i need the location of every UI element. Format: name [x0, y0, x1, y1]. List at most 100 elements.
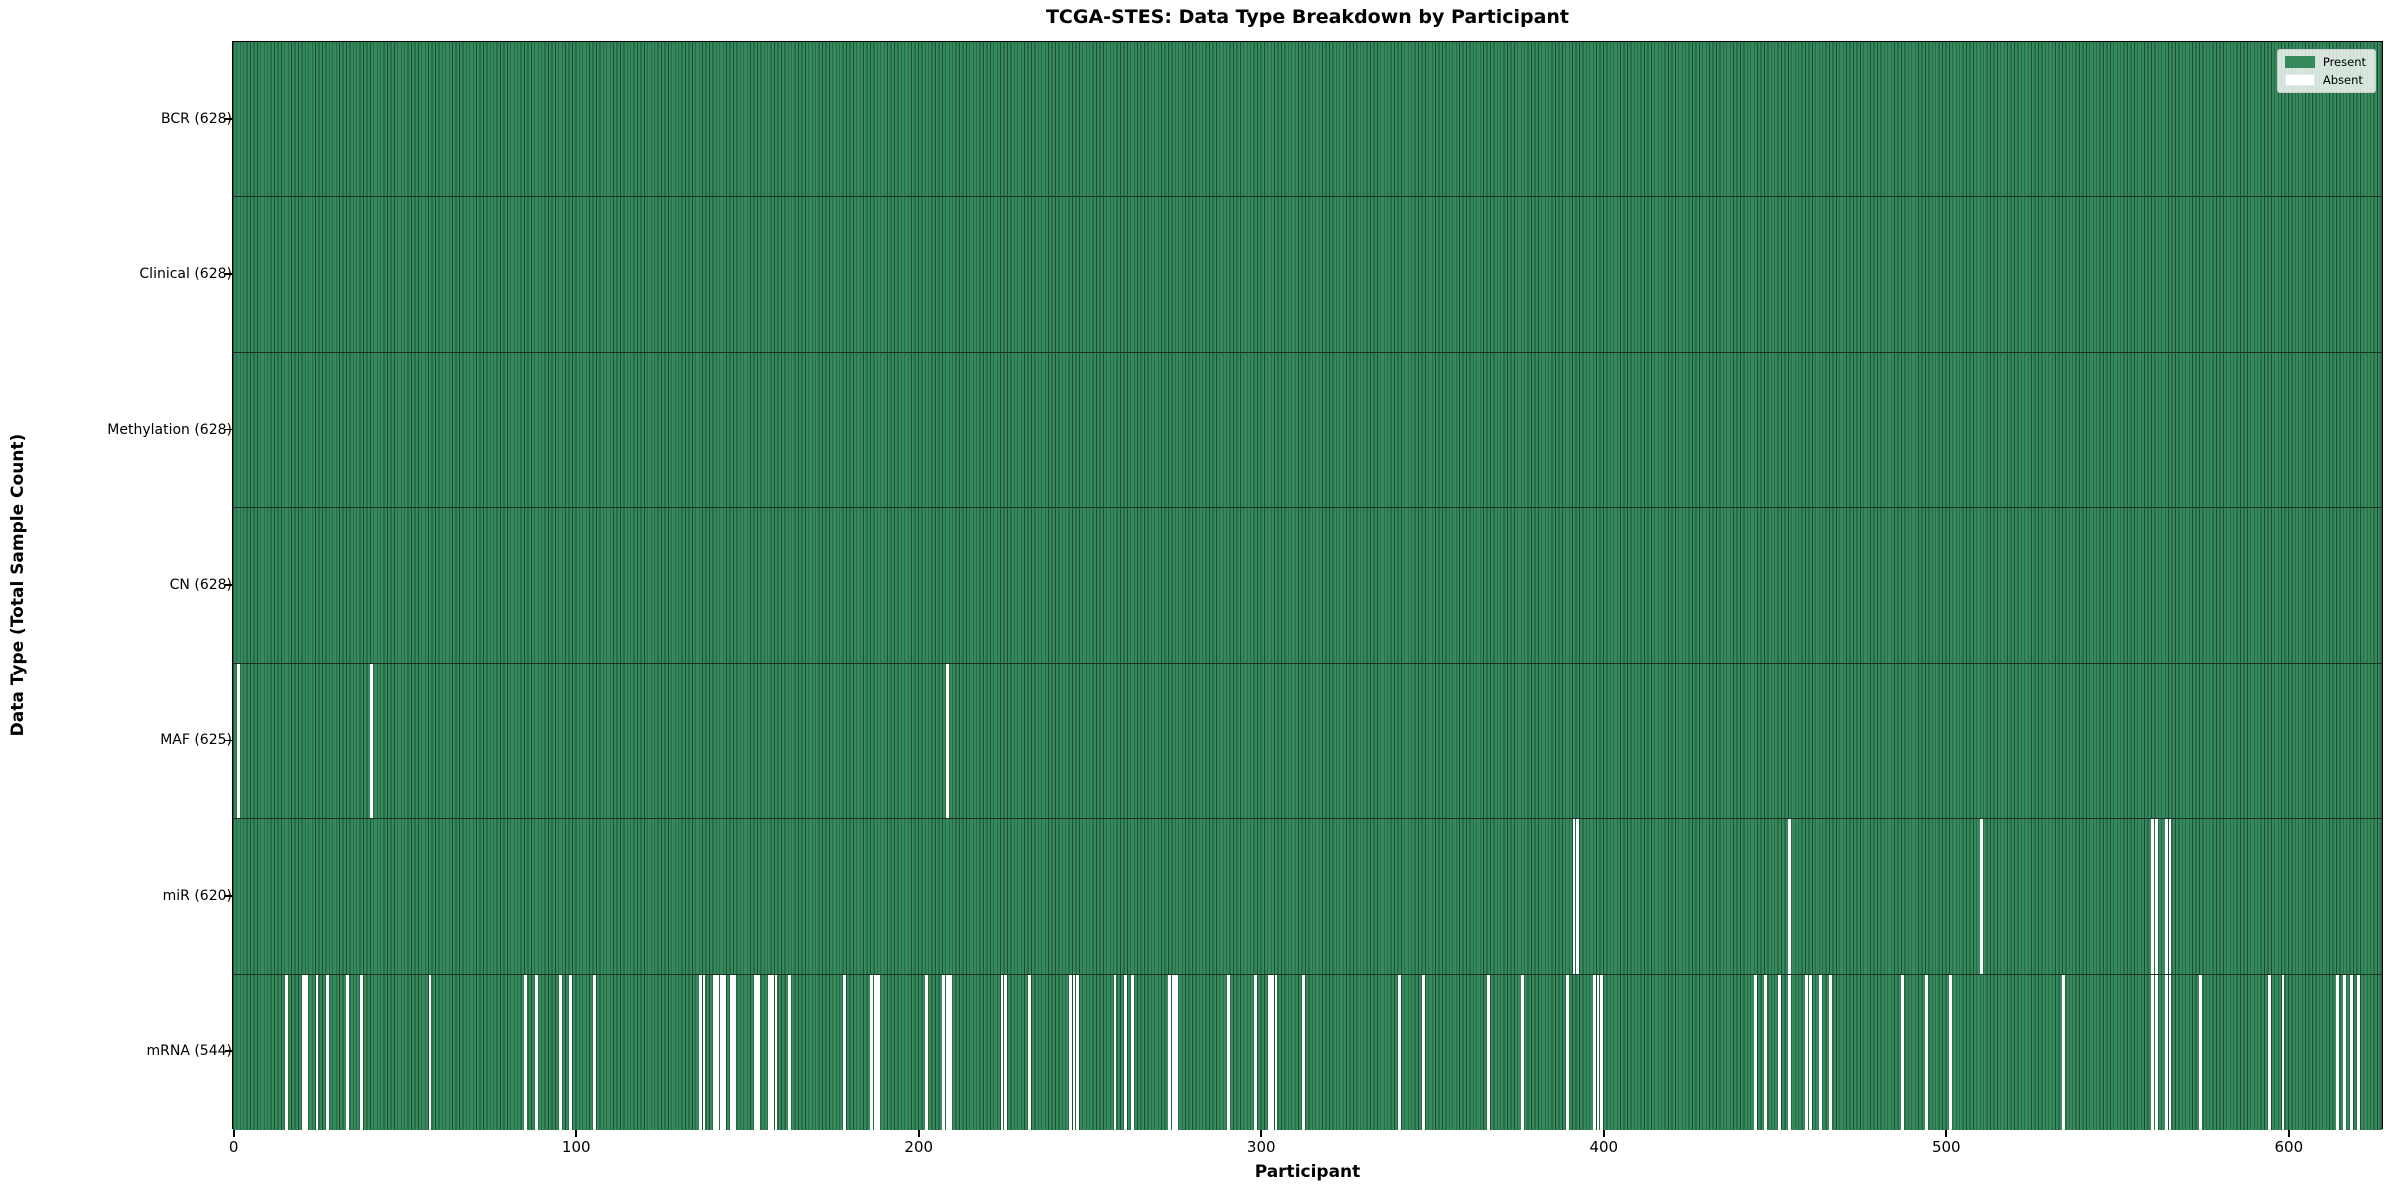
absent-bar	[2168, 819, 2172, 974]
absent-bar	[2267, 974, 2271, 1130]
absent-bar	[1027, 974, 1031, 1130]
legend: Present Absent	[2276, 49, 2376, 93]
absent-bar	[1572, 819, 1576, 974]
x-tick-mark	[232, 1130, 235, 1137]
legend-swatch-absent	[2284, 74, 2315, 86]
absent-bar	[942, 974, 946, 1130]
absent-bar	[2165, 974, 2168, 1130]
absent-bar	[1397, 974, 1401, 1130]
absent-bar	[534, 974, 538, 1130]
absent-bar	[1754, 974, 1757, 1130]
absent-bar	[1596, 974, 1600, 1130]
absent-bar	[1805, 974, 1809, 1130]
absent-bar	[723, 974, 727, 1130]
absent-bar	[325, 974, 329, 1130]
absent-bar	[2154, 819, 2158, 974]
heatmap-row-methylation	[233, 352, 2382, 509]
absent-bar	[1521, 974, 1525, 1130]
absent-bar	[2151, 974, 2155, 1130]
y-tick-mark	[225, 117, 232, 120]
absent-bar	[945, 974, 949, 1130]
absent-bar	[877, 974, 881, 1130]
y-tick-label-methylation: Methylation (628)	[107, 421, 232, 438]
absent-bar	[774, 974, 778, 1130]
absent-bar	[558, 974, 562, 1130]
absent-bar	[2343, 974, 2347, 1130]
legend-label-present: Present	[2322, 55, 2366, 69]
heatmap-row-mir	[233, 819, 2382, 975]
absent-bar	[315, 974, 319, 1130]
absent-bar	[843, 974, 846, 1130]
y-tick-mark	[225, 895, 232, 897]
absent-bar	[1901, 974, 1905, 1130]
absent-bar	[1778, 974, 1781, 1130]
y-tick-label-bcr: BCR (628)	[161, 110, 232, 127]
x-tick-mark	[2288, 1130, 2290, 1137]
y-tick-label-mir: miR (620)	[162, 887, 232, 904]
absent-bar	[1829, 974, 1833, 1130]
absent-bar	[729, 974, 733, 1130]
x-tick-mark	[1602, 1130, 1605, 1137]
absent-bar	[1072, 974, 1076, 1130]
absent-bar	[949, 974, 953, 1130]
x-tick-mark	[917, 1130, 920, 1137]
absent-bar	[2062, 974, 2066, 1130]
absent-bar	[1271, 974, 1275, 1130]
absent-bar	[236, 663, 240, 819]
absent-bar	[2336, 974, 2340, 1130]
absent-bar	[2151, 819, 2155, 974]
absent-bar	[1069, 974, 1072, 1130]
absent-bar	[1421, 974, 1425, 1130]
absent-bar	[1113, 974, 1117, 1130]
absent-bar	[360, 974, 363, 1130]
x-tick-label-0: 0	[228, 1138, 239, 1156]
y-tick-mark	[225, 273, 232, 275]
y-axis-label: Data Type (Total Sample Count)	[8, 433, 28, 737]
absent-bar	[2281, 974, 2285, 1130]
plot-area: Present Absent	[232, 41, 2383, 1130]
absent-bar	[712, 974, 716, 1130]
absent-bar	[1576, 819, 1579, 974]
x-tick-label-100: 100	[561, 1138, 591, 1156]
x-tick-label-400: 400	[1589, 1138, 1619, 1156]
x-tick-label-600: 600	[2274, 1138, 2304, 1156]
absent-bar	[1075, 974, 1079, 1130]
y-tick-mark	[225, 584, 232, 586]
heatmap-row-clinical	[233, 197, 2382, 353]
y-tick-label-clinical: Clinical (628)	[139, 266, 232, 283]
legend-label-absent: Absent	[2322, 73, 2363, 87]
absent-bar	[1788, 819, 1792, 974]
legend-item-present: Present	[2284, 55, 2366, 69]
absent-bar	[699, 974, 703, 1130]
absent-bar	[716, 974, 720, 1130]
absent-bar	[1599, 974, 1603, 1130]
absent-bar	[702, 974, 706, 1130]
x-axis-label: Participant	[1254, 1162, 1361, 1182]
chart-title: TCGA-STES: Data Type Breakdown by Partic…	[1045, 6, 1570, 28]
absent-bar	[767, 974, 771, 1130]
absent-bar	[733, 974, 737, 1130]
y-tick-label-mrna: mRNA (544)	[146, 1043, 232, 1060]
absent-bar	[1130, 974, 1134, 1130]
absent-bar	[1267, 974, 1271, 1130]
absent-bar	[788, 974, 792, 1130]
absent-bar	[2356, 974, 2360, 1130]
absent-bar	[2350, 974, 2353, 1130]
absent-bar	[1764, 974, 1768, 1130]
absent-bar	[1123, 974, 1127, 1130]
y-tick-mark	[225, 739, 232, 742]
absent-bar	[428, 974, 432, 1130]
absent-bar	[569, 974, 572, 1130]
heatmap-row-mrna	[233, 974, 2382, 1130]
absent-bar	[301, 974, 305, 1130]
absent-bar	[771, 974, 774, 1130]
absent-bar	[1301, 974, 1305, 1130]
x-tick-label-300: 300	[1246, 1138, 1276, 1156]
absent-bar	[370, 663, 374, 819]
absent-bar	[1819, 974, 1823, 1130]
absent-bar	[1004, 974, 1007, 1130]
x-tick-mark	[1945, 1130, 1948, 1137]
absent-bar	[1000, 974, 1004, 1130]
absent-bar	[757, 974, 761, 1130]
heatmap-rows	[233, 42, 2382, 1130]
